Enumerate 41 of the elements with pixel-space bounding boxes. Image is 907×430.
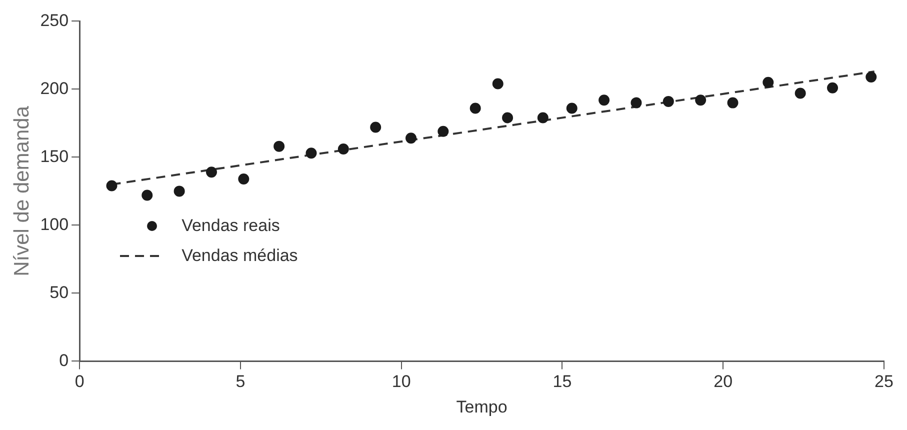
point (662, 96, 674, 107)
point (142, 190, 153, 201)
point (866, 71, 877, 82)
point (206, 166, 217, 178)
y-tick-label: 0 (59, 350, 69, 370)
point (827, 82, 838, 94)
x-axis-title: Tempo (456, 397, 508, 416)
point (470, 102, 481, 114)
y-tick-label: 50 (50, 282, 69, 302)
point (174, 186, 185, 197)
legend-label: Vendas médias (182, 246, 298, 266)
x-tick-label: 15 (552, 372, 572, 392)
point (106, 180, 118, 192)
y-tick-label: 200 (40, 78, 69, 98)
point (492, 78, 504, 90)
point (727, 97, 738, 108)
x-tick-label: 5 (236, 372, 246, 392)
point (238, 173, 250, 184)
point (405, 132, 416, 144)
y-tick-label: 150 (40, 146, 69, 166)
legend-label: Vendas reais (182, 216, 280, 236)
x-tick-label: 10 (392, 372, 411, 392)
point (370, 122, 382, 133)
y-tick-label: 100 (40, 214, 69, 234)
point (794, 88, 806, 99)
point (598, 94, 610, 106)
x-tick-label: 0 (74, 372, 84, 392)
point (338, 144, 349, 155)
x-tick-label: 25 (874, 372, 894, 392)
point (502, 112, 514, 124)
point (274, 140, 285, 152)
point (630, 97, 642, 108)
point (695, 94, 706, 106)
x-tick-label: 20 (714, 372, 733, 392)
point (566, 102, 578, 114)
point (537, 112, 548, 124)
point (306, 148, 317, 159)
point (762, 76, 774, 88)
y-tick-label: 250 (40, 10, 69, 30)
point (438, 126, 449, 137)
y-axis-title: Nível de demanda (10, 106, 34, 276)
